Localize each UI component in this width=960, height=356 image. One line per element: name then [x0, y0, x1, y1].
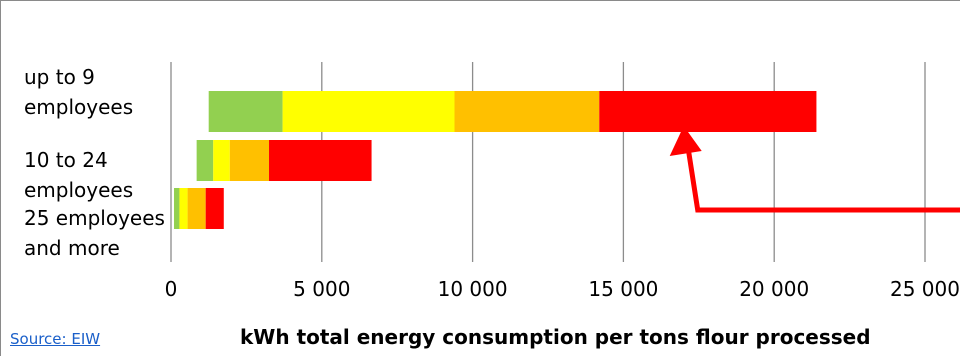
arrow-shaft: [689, 152, 960, 210]
bar-segment-0-0: [209, 91, 283, 132]
bar-segment-0-2: [455, 91, 600, 132]
x-tick-label: 5 000: [293, 277, 350, 301]
bar-segment-0-3: [599, 91, 816, 132]
x-axis-title: kWh total energy consumption per tons fl…: [240, 325, 880, 349]
bar-segment-1-3: [269, 140, 372, 181]
bar-segment-0-1: [283, 91, 455, 132]
category-label-line: and more: [24, 233, 165, 263]
x-tick-label: 15 000: [588, 277, 658, 301]
x-axis-ticks: 0 5 000 10 000 15 000 20 000 25 000: [165, 277, 960, 301]
category-label-2: 25 employees and more: [24, 203, 165, 263]
bar-segment-2-2: [188, 188, 206, 229]
bar-segment-2-0: [174, 188, 179, 229]
bar-segment-1-2: [230, 140, 269, 181]
x-tick-label: 25 000: [890, 277, 960, 301]
x-tick-label: 20 000: [739, 277, 809, 301]
category-label-line: 10 to 24: [24, 145, 133, 175]
source-link[interactable]: Source: EIW: [10, 330, 100, 348]
bar-segment-1-0: [197, 140, 214, 181]
category-label-1: 10 to 24 employees: [24, 145, 133, 205]
category-label-0: up to 9 employees: [24, 62, 133, 122]
category-label-line: 25 employees: [24, 203, 165, 233]
category-label-line: up to 9: [24, 62, 133, 92]
x-tick-label: 10 000: [438, 277, 508, 301]
x-tick-label: 0: [165, 277, 178, 301]
bar-segment-1-1: [213, 140, 230, 181]
annotation-arrow: [670, 126, 960, 210]
bar-segment-2-1: [179, 188, 187, 229]
bar-segment-2-3: [206, 188, 224, 229]
category-label-line: employees: [24, 92, 133, 122]
category-label-line: employees: [24, 175, 133, 205]
